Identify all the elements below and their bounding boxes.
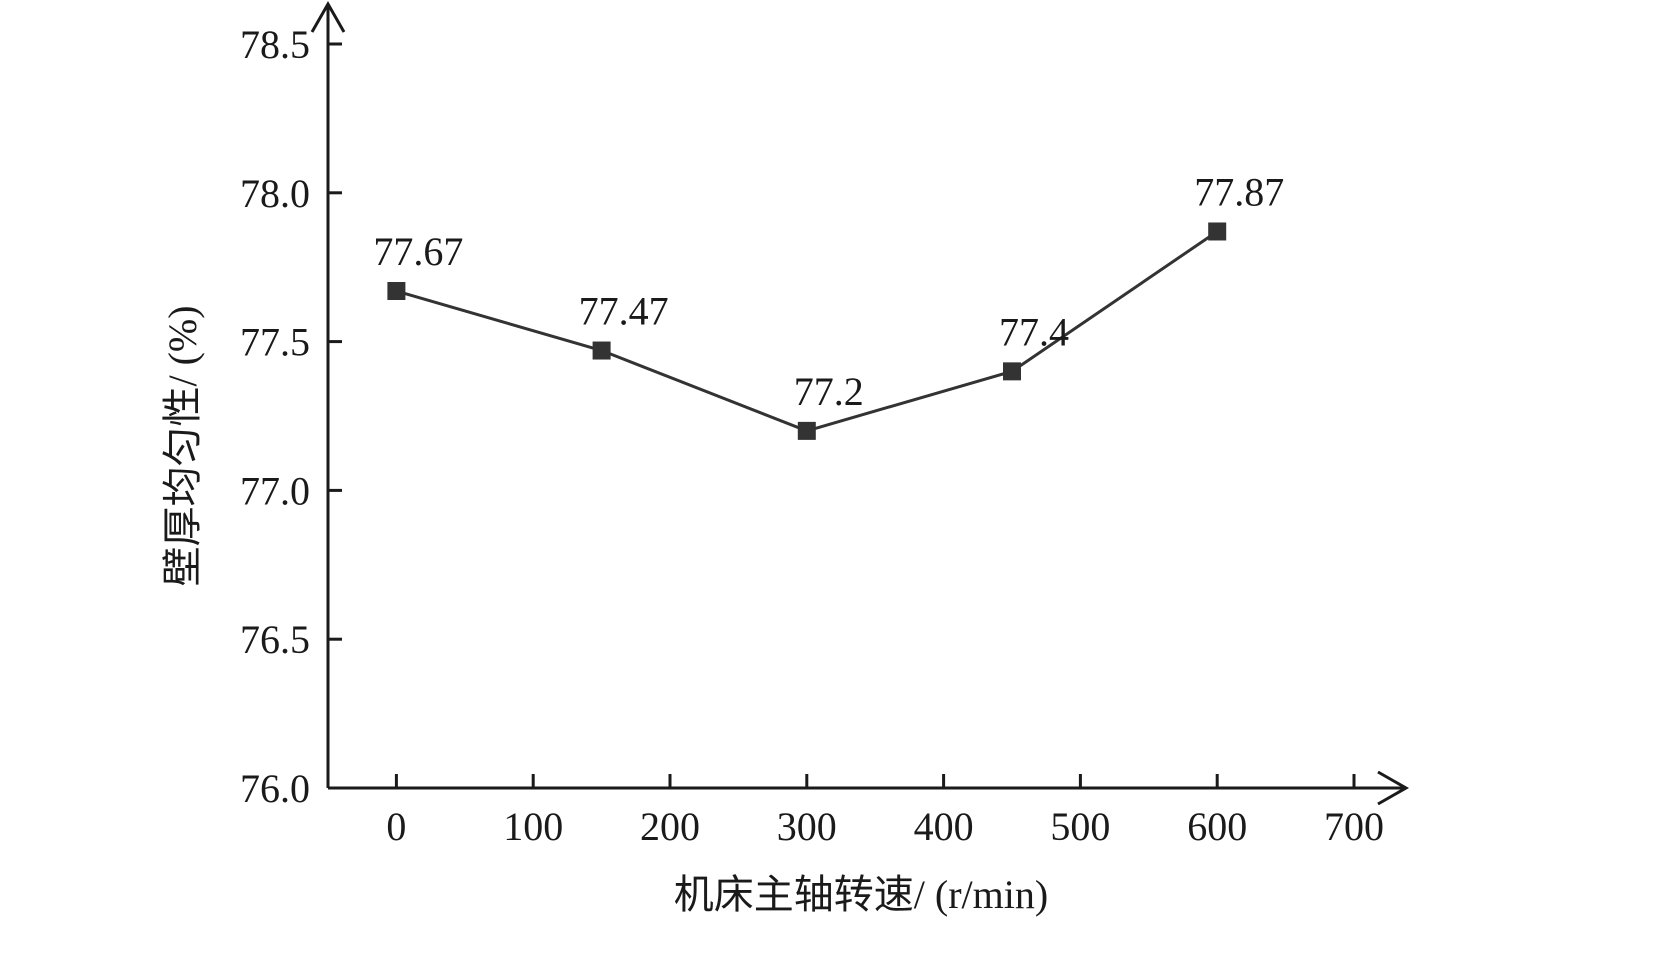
ticks: 76.0 76.5 77.0 77.5 78.0 78.5 0 100 200 300 400 500…: [240, 22, 1384, 849]
data-label: 77.87: [1194, 169, 1284, 214]
y-tick-label: 76.0: [240, 766, 310, 811]
y-tick-label: 77.0: [240, 468, 310, 513]
data-point: [1003, 362, 1021, 381]
x-tick-label: 200: [640, 804, 700, 849]
y-axis-arrow: [310, 0, 346, 33]
data-point: [387, 282, 406, 301]
x-axis-arrow: [1377, 770, 1410, 806]
data-label: 77.47: [579, 289, 669, 334]
data-label: 77.4: [999, 309, 1069, 354]
y-tick-label: 76.5: [240, 617, 310, 662]
data-point: [592, 341, 611, 360]
data-label: 77.2: [794, 369, 864, 414]
y-tick-label: 78.5: [240, 22, 310, 67]
y-axis-title: 壁厚均匀性/ (%): [160, 305, 205, 586]
data-labels: 77.67 77.47 77.2 77.4 77.87: [373, 169, 1284, 413]
x-tick-label: 600: [1187, 804, 1247, 849]
data-point: [1208, 222, 1227, 241]
y-tick-label: 77.5: [240, 320, 310, 365]
x-tick-label: 300: [777, 804, 837, 849]
y-tick-label: 78.0: [240, 171, 310, 216]
x-tick-label: 0: [386, 804, 406, 849]
x-axis-title: 机床主轴转速/ (r/min): [674, 872, 1048, 917]
x-tick-label: 500: [1050, 804, 1110, 849]
x-tick-label: 700: [1324, 804, 1384, 849]
x-tick-label: 400: [914, 804, 974, 849]
axes: [310, 0, 1410, 806]
data-label: 77.67: [373, 229, 463, 274]
x-tick-label: 100: [503, 804, 563, 849]
series: [387, 222, 1227, 440]
data-point: [797, 421, 816, 440]
